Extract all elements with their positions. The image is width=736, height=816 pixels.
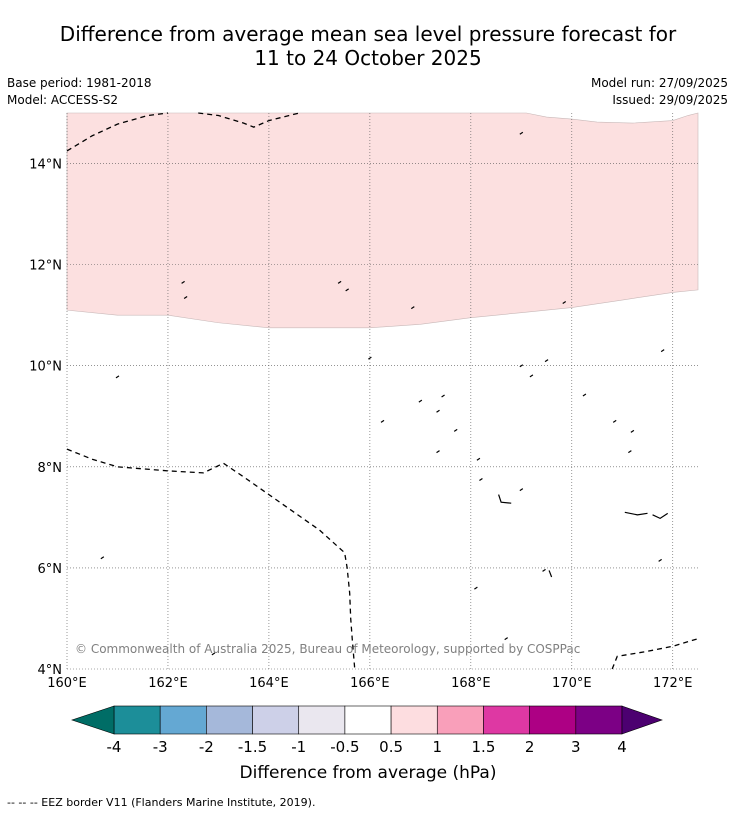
eez-border-line — [611, 638, 699, 670]
lon-tick-label: 172°E — [653, 676, 693, 691]
island-mark — [630, 429, 635, 433]
map-title: Difference from average mean sea level p… — [0, 22, 736, 70]
colorbar-swatch — [159, 705, 207, 735]
island-mark — [211, 652, 216, 656]
colorbar-swatch — [206, 705, 253, 735]
lon-tick-label: 164°E — [249, 676, 289, 691]
colorbar-swatch — [298, 705, 346, 735]
island-mark — [519, 488, 524, 492]
eez-layer — [66, 112, 699, 670]
island-mark — [476, 457, 481, 461]
colorbar-swatch — [344, 705, 392, 735]
island-mark — [115, 375, 120, 379]
island-mark — [380, 419, 385, 423]
island-mark — [436, 450, 440, 454]
island-mark — [612, 419, 617, 423]
colorbar-tick-label: 2 — [525, 738, 535, 756]
anomaly-region — [66, 112, 699, 329]
lon-tick-label: 170°E — [552, 676, 592, 691]
meta-right: Model run: 27/09/2025 Issued: 29/09/2025 — [591, 75, 728, 109]
colorbar-low-extend — [71, 705, 115, 735]
lat-tick-label: 12°N — [29, 259, 62, 274]
copyright-text: © Commonwealth of Australia 2025, Bureau… — [75, 642, 580, 656]
colorbar-swatch — [575, 705, 623, 735]
island-mark — [183, 295, 188, 299]
island-mark — [418, 399, 423, 403]
lat-tick-label: 4°N — [38, 663, 63, 678]
colorbar-legend: -4 -3 -2 -1.5 -1 -0.5 0.5 1 1.5 2 3 4 — [71, 705, 663, 756]
eez-border-line — [66, 112, 169, 152]
colorbar-swatch — [252, 705, 300, 735]
colorbar-tick-label: 3 — [571, 738, 581, 756]
eez-footnote: -- -- -- EEZ border V11 (Flanders Marine… — [7, 796, 316, 809]
island-mark — [345, 288, 349, 292]
colorbar-tick-label: -1 — [291, 738, 306, 756]
island-mark — [658, 558, 662, 562]
colorbar-swatch — [113, 705, 161, 735]
island-mark — [628, 450, 632, 454]
island-mark — [519, 131, 524, 135]
island-mark — [504, 637, 509, 641]
colorbar-tick-label: 1 — [432, 738, 442, 756]
colorbar-tick-label: 4 — [617, 738, 627, 756]
island-layer — [100, 131, 669, 656]
colorbar-tick-label: -1.5 — [238, 738, 267, 756]
island-mark — [181, 280, 185, 284]
atoll-outline — [498, 494, 512, 504]
island-mark — [441, 394, 445, 398]
island-mark — [453, 428, 458, 432]
colorbar-tick-label: -4 — [107, 738, 122, 756]
lon-tick-label: 160°E — [47, 676, 87, 691]
title-line-1: Difference from average mean sea level p… — [59, 22, 677, 46]
atoll-outline — [548, 570, 553, 578]
colorbar-tick-label: -0.5 — [330, 738, 359, 756]
island-mark — [337, 280, 342, 284]
lat-tick-label: 6°N — [38, 562, 63, 577]
colorbar-swatch — [483, 705, 530, 735]
colorbar-swatch — [390, 705, 438, 735]
island-mark — [100, 556, 105, 560]
island-mark — [436, 409, 440, 413]
island-mark — [479, 477, 483, 481]
colorbar-high-extend — [621, 705, 663, 735]
anomaly-layer — [66, 112, 699, 329]
island-mark — [660, 349, 665, 353]
atoll-outline — [652, 512, 669, 520]
lon-tick-label: 166°E — [350, 676, 390, 691]
island-mark — [474, 586, 478, 590]
island-mark — [582, 393, 587, 397]
island-mark — [529, 374, 534, 378]
lat-tick-label: 8°N — [38, 461, 63, 476]
model-name: Model: ACCESS-S2 — [7, 93, 119, 107]
colorbar-tick-label: 1.5 — [472, 738, 496, 756]
colorbar-tick-label: -3 — [153, 738, 168, 756]
island-mark — [544, 359, 549, 363]
lon-tick-label: 162°E — [148, 676, 188, 691]
island-mark — [410, 306, 415, 310]
colorbar-tick-label: 0.5 — [379, 738, 403, 756]
island-mark — [542, 568, 546, 572]
issued-date: Issued: 29/09/2025 — [612, 93, 728, 107]
island-mark — [519, 364, 524, 368]
grid-layer — [66, 113, 698, 670]
model-run: Model run: 27/09/2025 — [590, 76, 728, 90]
colorbar-swatch — [436, 705, 484, 735]
colorbar-tick-label: -2 — [199, 738, 214, 756]
colorbar-swatch — [529, 705, 577, 735]
base-period: Base period: 1981-2018 — [7, 76, 152, 90]
title-line-2: 11 to 24 October 2025 — [254, 46, 482, 70]
island-mark — [562, 301, 567, 305]
lon-tick-label: 168°E — [451, 676, 491, 691]
island-mark — [368, 356, 372, 360]
legend-title: Difference from average (hPa) — [240, 763, 497, 783]
lat-tick-label: 10°N — [29, 360, 62, 375]
atoll-outline — [624, 511, 648, 516]
lat-tick-label: 14°N — [29, 158, 62, 173]
meta-left: Base period: 1981-2018 Model: ACCESS-S2 — [7, 75, 152, 109]
